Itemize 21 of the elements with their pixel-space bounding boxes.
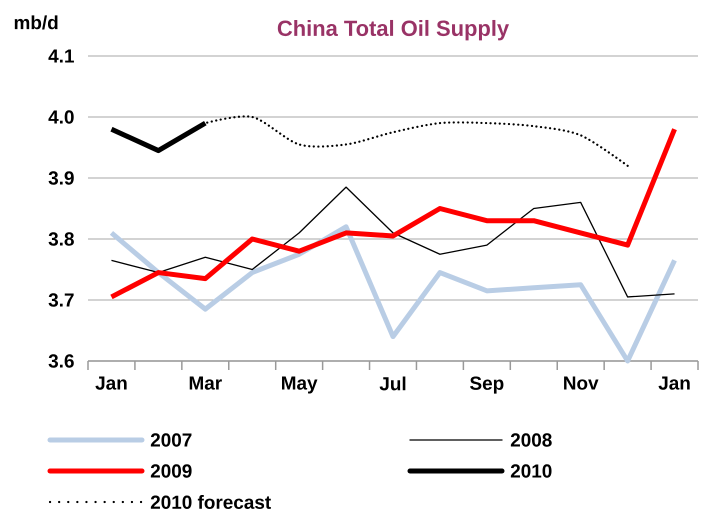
y-tick-label: 3.9 — [48, 171, 74, 185]
y-tick-label: 3.8 — [48, 232, 74, 246]
x-tick-label: Nov — [564, 376, 598, 390]
legend-label: 2010 forecast — [150, 495, 271, 509]
y-tick-label: 3.7 — [48, 293, 74, 307]
x-tick-label: Sep — [470, 376, 504, 394]
legend-label: 2008 — [510, 433, 552, 447]
legend-label: 2009 — [150, 464, 192, 478]
y-tick-label: 3.6 — [48, 354, 74, 368]
line-series — [110, 186, 676, 298]
x-tick-label: Jan — [658, 376, 690, 390]
x-tick-label: May — [282, 376, 318, 394]
legend-label: 2007 — [150, 433, 192, 447]
x-tick-label: Jul — [380, 376, 406, 390]
y-axis-title: mb/d — [14, 15, 58, 30]
chart-title: China Total Oil Supply — [278, 20, 510, 40]
x-tick-label: Jan — [95, 376, 127, 390]
y-tick-label: 4.0 — [48, 110, 74, 124]
x-tick-label: Mar — [190, 376, 222, 390]
legend-label: 2010 — [510, 464, 552, 478]
y-tick-label: 4.1 — [48, 49, 74, 63]
